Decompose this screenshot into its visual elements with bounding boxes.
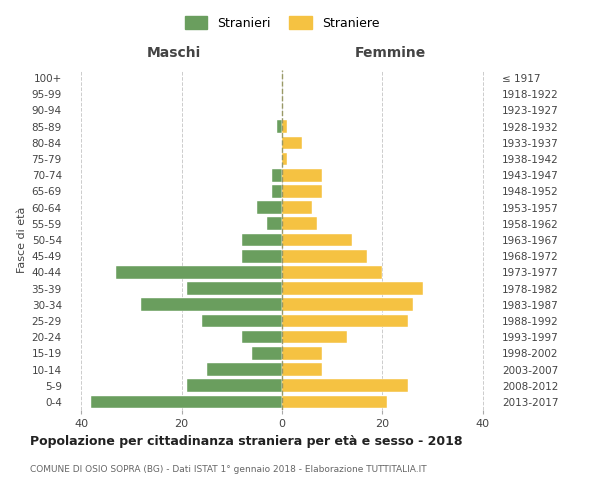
Bar bbox=[282, 250, 367, 262]
Bar bbox=[282, 136, 302, 149]
Bar bbox=[282, 396, 388, 408]
Bar bbox=[282, 120, 287, 133]
Bar bbox=[252, 347, 282, 360]
Text: COMUNE DI OSIO SOPRA (BG) - Dati ISTAT 1° gennaio 2018 - Elaborazione TUTTITALIA: COMUNE DI OSIO SOPRA (BG) - Dati ISTAT 1… bbox=[30, 465, 427, 474]
Bar bbox=[282, 234, 352, 246]
Bar bbox=[282, 169, 322, 181]
Bar bbox=[282, 363, 322, 376]
Bar bbox=[116, 266, 282, 278]
Bar bbox=[187, 282, 282, 295]
Text: Popolazione per cittadinanza straniera per età e sesso - 2018: Popolazione per cittadinanza straniera p… bbox=[30, 435, 463, 448]
Text: Maschi: Maschi bbox=[147, 46, 201, 60]
Bar bbox=[282, 331, 347, 344]
Bar bbox=[206, 363, 282, 376]
Bar bbox=[142, 298, 282, 311]
Bar bbox=[267, 218, 282, 230]
Bar bbox=[282, 218, 317, 230]
Bar bbox=[282, 298, 413, 311]
Bar bbox=[282, 380, 407, 392]
Bar bbox=[242, 331, 282, 344]
Bar bbox=[277, 120, 282, 133]
Bar bbox=[272, 169, 282, 181]
Bar bbox=[282, 266, 382, 278]
Y-axis label: Fasce di età: Fasce di età bbox=[17, 207, 28, 273]
Bar bbox=[282, 152, 287, 166]
Bar bbox=[187, 380, 282, 392]
Bar bbox=[282, 314, 407, 328]
Bar bbox=[282, 185, 322, 198]
Bar bbox=[282, 282, 422, 295]
Bar bbox=[272, 185, 282, 198]
Text: Femmine: Femmine bbox=[355, 46, 425, 60]
Bar bbox=[91, 396, 282, 408]
Bar bbox=[242, 250, 282, 262]
Bar bbox=[282, 347, 322, 360]
Bar bbox=[202, 314, 282, 328]
Legend: Stranieri, Straniere: Stranieri, Straniere bbox=[179, 11, 385, 35]
Bar bbox=[257, 202, 282, 214]
Bar bbox=[282, 202, 312, 214]
Bar bbox=[242, 234, 282, 246]
